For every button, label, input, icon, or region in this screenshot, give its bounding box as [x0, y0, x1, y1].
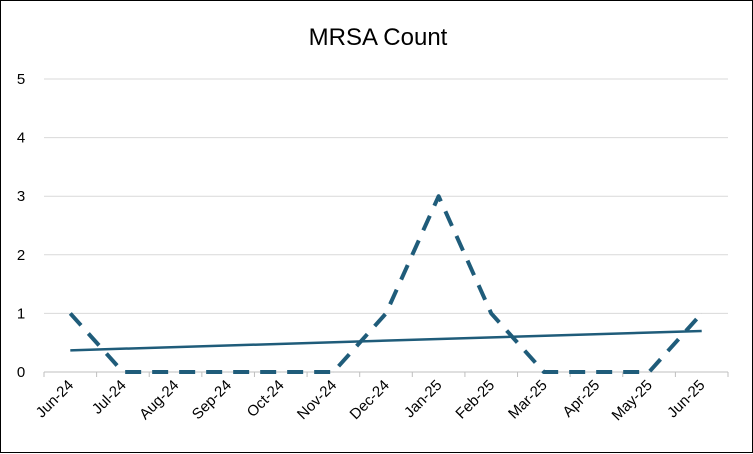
x-tick-label: Dec-24 — [347, 377, 393, 423]
x-tick-label: Jan-25 — [401, 377, 445, 421]
x-tick-label: Apr-25 — [559, 377, 603, 421]
x-tick-label: Mar-25 — [505, 377, 551, 423]
x-tick-label: Nov-24 — [294, 377, 340, 423]
chart-title: MRSA Count — [309, 24, 448, 51]
y-tick-label: 0 — [17, 364, 25, 381]
y-tick-label: 4 — [17, 130, 25, 147]
x-tick-label: Jul-24 — [89, 377, 130, 418]
x-tick-label: May-25 — [609, 377, 656, 424]
grid-lines — [44, 79, 728, 313]
y-tick-label: 1 — [17, 305, 25, 322]
x-tick-label: Aug-24 — [136, 377, 182, 423]
x-tick-label: Feb-25 — [452, 377, 498, 423]
y-tick-label: 2 — [17, 247, 25, 264]
y-tick-label: 3 — [17, 188, 25, 205]
y-tick-label: 5 — [17, 71, 25, 88]
x-tick-label: Jun-25 — [664, 377, 708, 421]
x-tick-label: Sep-24 — [189, 377, 235, 423]
trendline — [70, 331, 701, 350]
series-line-0 — [70, 196, 701, 372]
x-tick-label: Jun-24 — [33, 377, 77, 421]
y-axis: 0 1 2 3 4 5 — [17, 71, 25, 381]
x-tick-label: Oct-24 — [244, 377, 288, 421]
series-layer — [70, 196, 702, 372]
